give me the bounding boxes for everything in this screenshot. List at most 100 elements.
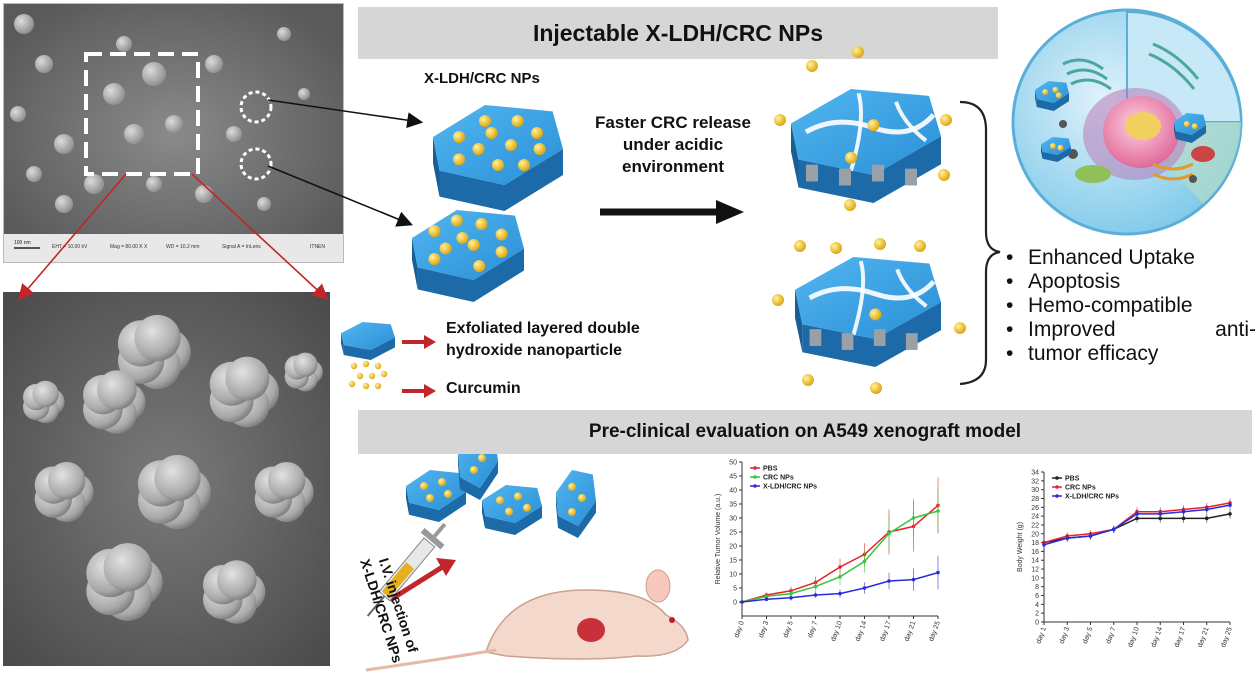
released-curcumin-dot xyxy=(938,169,950,181)
curcumin-dot xyxy=(1055,92,1062,99)
legend-curcumin-dot xyxy=(368,372,376,380)
released-curcumin-dot xyxy=(914,240,926,252)
y-tick-label: 30 xyxy=(729,516,737,523)
outcomes-brace xyxy=(959,100,1001,386)
released-curcumin-dot xyxy=(870,382,882,394)
curcumin-dot xyxy=(531,127,543,139)
nps-label: X-LDH/CRC NPs xyxy=(424,70,540,87)
header-title: Injectable X-LDH/CRC NPs xyxy=(358,7,998,59)
sem-particle xyxy=(35,55,53,73)
curcumin-dot xyxy=(869,308,882,321)
mouse-eye xyxy=(669,617,675,623)
y-tick-label: 2 xyxy=(1035,611,1039,618)
curcumin-dot xyxy=(1042,89,1049,95)
data-point xyxy=(1135,516,1139,521)
y-tick-label: 25 xyxy=(729,530,737,537)
legend-curcumin-dot xyxy=(380,370,388,378)
data-point xyxy=(740,600,744,604)
curcumin-dot xyxy=(495,246,508,258)
data-point xyxy=(838,591,842,596)
data-point xyxy=(911,516,916,520)
legend-curcumin-dot xyxy=(356,372,364,380)
released-curcumin-dot xyxy=(844,199,856,211)
legend-ldh-icon xyxy=(341,322,395,360)
data-point xyxy=(1204,516,1209,521)
mouse-tail xyxy=(365,648,497,672)
x-tick-label: day 10 xyxy=(830,620,844,642)
legend-ldh-line-2: hydroxide nanoparticle xyxy=(446,342,623,359)
curcumin-dot xyxy=(450,214,463,227)
data-point xyxy=(789,591,793,596)
data-point xyxy=(838,565,842,569)
injection-arrow xyxy=(436,558,456,576)
data-point xyxy=(1181,516,1186,521)
sem-scalebar-label: 100 nm xyxy=(14,240,31,246)
curcumin-dot xyxy=(495,228,508,241)
sem-zoom-particle xyxy=(217,560,257,600)
legend-curcumin-dot xyxy=(362,382,370,390)
data-point xyxy=(813,593,818,597)
y-tick-label: 10 xyxy=(1031,575,1039,582)
cell-np-3 xyxy=(1174,113,1206,143)
data-point xyxy=(1158,512,1163,516)
y-tick-label: 30 xyxy=(1031,487,1039,494)
sem-particle xyxy=(205,55,223,73)
curcumin-dot xyxy=(453,131,465,143)
released-curcumin-dot xyxy=(874,238,886,250)
data-point xyxy=(1181,509,1186,514)
curcumin-dot xyxy=(444,490,452,498)
cell-illustration xyxy=(1011,8,1243,236)
legend-entry: X-LDH/CRC NPs xyxy=(763,484,817,491)
particle-highlight-2 xyxy=(239,147,273,181)
sem-particle xyxy=(142,62,166,86)
sem-particle xyxy=(277,27,291,41)
arrow-to-np-bottom xyxy=(267,165,413,227)
y-tick-label: 15 xyxy=(729,558,737,565)
sem-particle xyxy=(10,106,26,122)
sem-info-4: Signal A = InLens xyxy=(222,244,261,250)
injected-np-1 xyxy=(406,470,466,522)
released-curcumin-dot xyxy=(806,60,818,72)
curcumin-dot xyxy=(478,454,486,462)
release-line-3: environment xyxy=(621,157,725,176)
injection-scene xyxy=(365,522,689,672)
released-curcumin-dot xyxy=(830,242,842,254)
data-point xyxy=(911,577,916,582)
x-tick-label: day 25 xyxy=(1220,626,1234,648)
x-tick-label: day 5 xyxy=(1082,626,1094,645)
y-tick-label: 32 xyxy=(1031,478,1039,485)
legend-curcumin-dot xyxy=(374,362,382,370)
x-tick-label: day 21 xyxy=(1197,626,1211,648)
sem-particle xyxy=(165,115,183,133)
data-point xyxy=(764,597,769,601)
outcome-2: Apoptosis xyxy=(1002,270,1256,294)
sem-info-2: Mag = 80.00 K X xyxy=(110,244,148,250)
curcumin-dot xyxy=(1057,144,1064,151)
sem-particle xyxy=(116,36,132,52)
y-tick-label: 0 xyxy=(1035,620,1039,627)
sem-zoom-particle xyxy=(32,380,59,408)
y-tick-label: 0 xyxy=(733,600,737,607)
curcumin-dot xyxy=(523,503,531,512)
curcumin-dot xyxy=(505,507,513,516)
y-tick-label: 18 xyxy=(1031,540,1039,547)
y-tick-label: 35 xyxy=(729,502,737,509)
data-point xyxy=(887,579,891,583)
curcumin-dot xyxy=(467,239,480,251)
zoom-arrow-left xyxy=(17,173,127,301)
release-line-1: Faster CRC release xyxy=(595,113,751,132)
zoom-region-box xyxy=(84,52,200,176)
sem-zoom-graphic xyxy=(3,292,330,666)
curcumin-dot xyxy=(568,508,576,516)
sem-info-1: EHT = 10.00 kV xyxy=(52,244,88,250)
legend-entry: CRC NPs xyxy=(1065,485,1096,492)
released-curcumin-dot xyxy=(954,322,966,334)
x-tick-label: day 3 xyxy=(1059,626,1071,645)
y-tick-label: 34 xyxy=(1031,470,1039,477)
y-axis-label: Body Weight (g) xyxy=(1017,522,1024,572)
series-line-1 xyxy=(741,504,939,603)
data-point xyxy=(1228,512,1232,516)
y-tick-label: 24 xyxy=(1031,514,1039,521)
data-point xyxy=(1111,527,1116,532)
